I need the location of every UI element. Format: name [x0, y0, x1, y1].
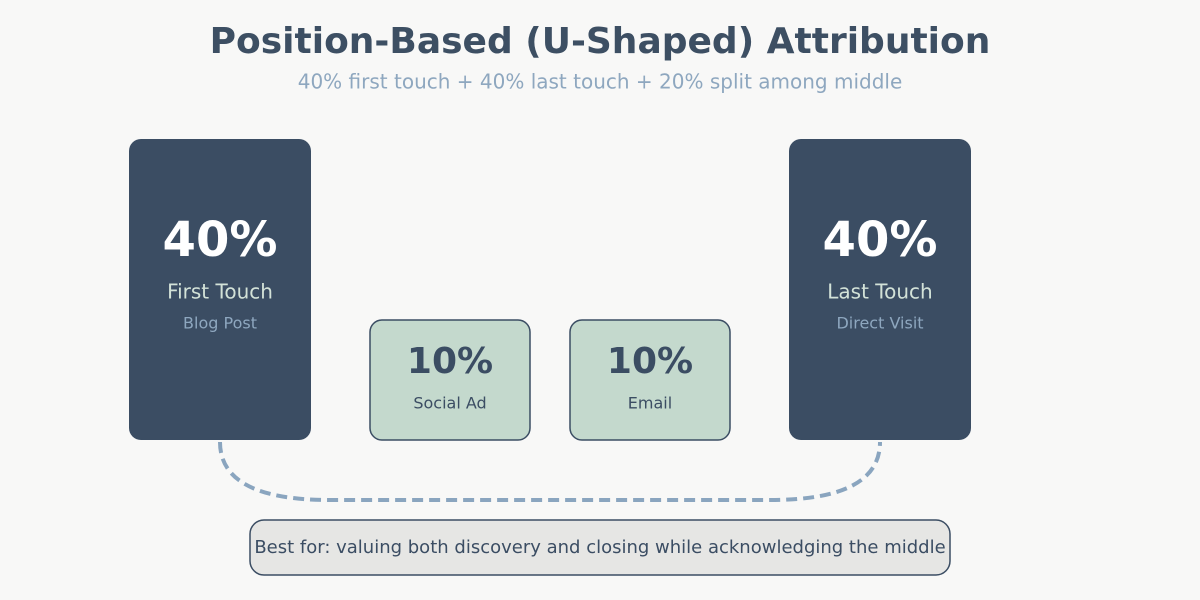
middle-touch-box — [369, 319, 531, 441]
channel-label: Social Ad — [413, 394, 486, 413]
percentage: 10% — [607, 341, 693, 382]
title: Position-Based (U-Shaped) Attribution — [210, 21, 991, 62]
footer-box — [249, 519, 951, 576]
first-touch-box — [129, 139, 311, 440]
subtitle: 40% first touch + 40% last touch + 20% s… — [298, 70, 903, 94]
touch-label: Last Touch — [827, 280, 932, 304]
channel-label: Email — [628, 394, 672, 413]
percentage: 10% — [407, 341, 493, 382]
percentage: 40% — [823, 212, 938, 268]
footer-note: Best for: valuing both discovery and clo… — [254, 537, 945, 558]
middle-touch-box — [569, 319, 731, 441]
u-curve — [218, 441, 882, 502]
percentage: 40% — [163, 212, 278, 268]
last-touch-box — [789, 139, 971, 440]
channel-label: Direct Visit — [836, 314, 923, 333]
touch-label: First Touch — [167, 280, 273, 304]
channel-label: Blog Post — [183, 314, 257, 333]
